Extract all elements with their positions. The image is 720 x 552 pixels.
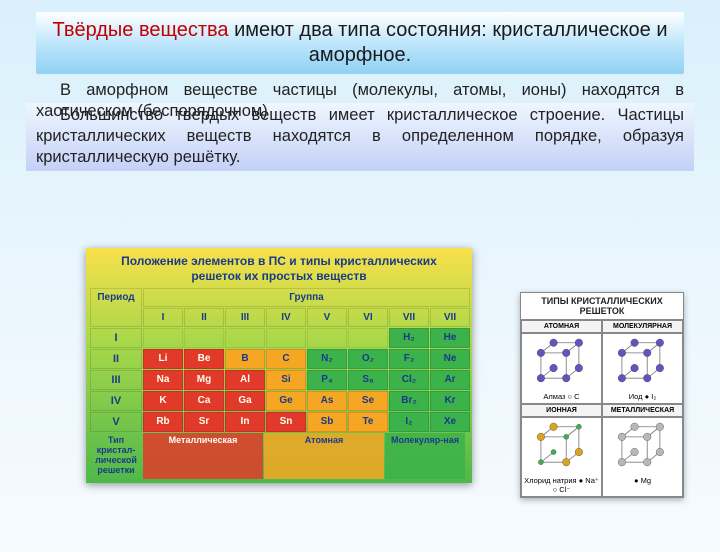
lattice-head-2: ИОННАЯ [521, 404, 602, 417]
lattice-head-3: МЕТАЛЛИЧЕСКАЯ [602, 404, 683, 417]
element-C: C [266, 349, 306, 369]
element-Ne: Ne [430, 349, 470, 369]
lattice-caption-1: Иод ● I₂ [605, 390, 680, 401]
element-Cl₂: Cl₂ [389, 370, 429, 390]
group-header: Группа [143, 288, 470, 307]
group-col-6: VII [389, 308, 429, 327]
element-He: He [430, 328, 470, 348]
lattice-caption-0: Алмаз ○ C [524, 390, 599, 401]
element-In: In [225, 412, 265, 432]
element-Sb: Sb [307, 412, 347, 432]
period-row-1: II [90, 349, 142, 369]
lattice-caption-3: ● Mg [605, 474, 680, 485]
lattice-cell-3: ● Mg [602, 417, 683, 497]
element-Sn: Sn [266, 412, 306, 432]
ptable-grid: ПериодГруппаIIIIIIIVVVIVIIVIIIH₂HeIILiBe… [90, 288, 468, 432]
period-row-4: V [90, 412, 142, 432]
lattice-cell-1: Иод ● I₂ [602, 333, 683, 404]
element-Na: Na [143, 370, 183, 390]
element-Al: Al [225, 370, 265, 390]
title-bar: Твёрдые вещества имеют два типа состояни… [36, 12, 684, 74]
element-Rb: Rb [143, 412, 183, 432]
period-row-2: III [90, 370, 142, 390]
element-Kr: Kr [430, 391, 470, 411]
element-As: As [307, 391, 347, 411]
group-col-0: I [143, 308, 183, 327]
group-col-4: V [307, 308, 347, 327]
paragraph-crystalline: Большинство твёрдых веществ имеет криста… [26, 103, 694, 171]
element-Te: Te [348, 412, 388, 432]
lattice-caption-2: Хлорид натрия ● Na⁺ ○ Cl⁻ [524, 474, 599, 494]
element-Li: Li [143, 349, 183, 369]
element-H₂: H₂ [389, 328, 429, 348]
lattice-head-0: АТОМНАЯ [521, 320, 602, 333]
element-Be: Be [184, 349, 224, 369]
period-row-3: IV [90, 391, 142, 411]
element-Ar: Ar [430, 370, 470, 390]
element-Ge: Ge [266, 391, 306, 411]
footer-mol: Молекуляр-ная [385, 433, 465, 479]
element-S₈: S₈ [348, 370, 388, 390]
lattice-cell-0: Алмаз ○ C [521, 333, 602, 404]
element-F₂: F₂ [389, 349, 429, 369]
element-Si: Si [266, 370, 306, 390]
group-col-5: VI [348, 308, 388, 327]
lattice-panel: ТИПЫ КРИСТАЛЛИЧЕСКИХ РЕШЕТОК АТОМНАЯМОЛЕ… [520, 292, 684, 498]
element-blank [348, 328, 388, 348]
element-Br₂: Br₂ [389, 391, 429, 411]
group-col-2: III [225, 308, 265, 327]
element-Se: Se [348, 391, 388, 411]
element-I₂: I₂ [389, 412, 429, 432]
element-blank [266, 328, 306, 348]
group-col-7: VII [430, 308, 470, 327]
element-blank [184, 328, 224, 348]
lattice-title: ТИПЫ КРИСТАЛЛИЧЕСКИХ РЕШЕТОК [521, 293, 683, 320]
title-rest: имеют два типа состояния: кристаллическо… [229, 19, 668, 66]
group-col-1: II [184, 308, 224, 327]
element-Xe: Xe [430, 412, 470, 432]
period-row-0: I [90, 328, 142, 348]
element-blank [143, 328, 183, 348]
element-blank [307, 328, 347, 348]
footer-atom: Атомная [264, 433, 384, 479]
element-Mg: Mg [184, 370, 224, 390]
ptable-footer: Тип кристал-лической решетки Металлическ… [90, 433, 468, 479]
element-Ca: Ca [184, 391, 224, 411]
lattice-cell-2: Хлорид натрия ● Na⁺ ○ Cl⁻ [521, 417, 602, 497]
element-P₄: P₄ [307, 370, 347, 390]
element-K: K [143, 391, 183, 411]
period-header: Период [90, 288, 142, 327]
lattice-grid: АТОМНАЯМОЛЕКУЛЯРНАЯ Алмаз ○ C Иод ● I₂ИОНН… [521, 320, 683, 497]
group-col-3: IV [266, 308, 306, 327]
title-red: Твёрдые вещества [52, 19, 228, 41]
element-Ga: Ga [225, 391, 265, 411]
footer-metal: Металлическая [143, 433, 263, 479]
periodic-table: Положение элементов в ПС и типы кристалл… [86, 248, 472, 483]
lattice-head-1: МОЛЕКУЛЯРНАЯ [602, 320, 683, 333]
element-B: B [225, 349, 265, 369]
element-O₂: O₂ [348, 349, 388, 369]
element-blank [225, 328, 265, 348]
element-N₂: N₂ [307, 349, 347, 369]
element-Sr: Sr [184, 412, 224, 432]
footer-label: Тип кристал-лической решетки [90, 433, 142, 479]
ptable-title: Положение элементов в ПС и типы кристалл… [90, 252, 468, 288]
